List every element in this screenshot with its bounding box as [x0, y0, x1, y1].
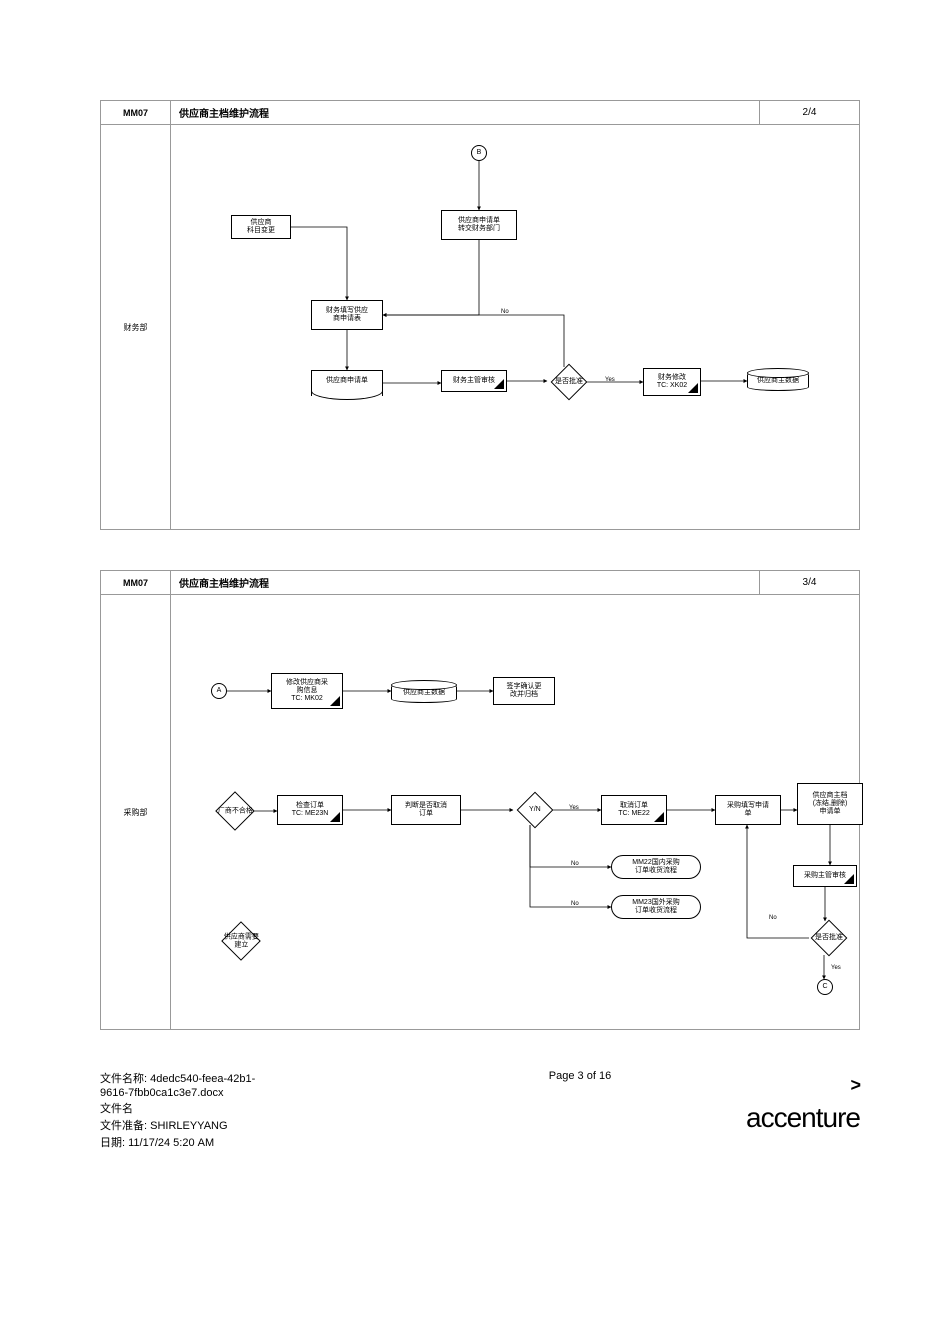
- node-n6: 是否批准: [551, 364, 588, 401]
- edge-label: No: [571, 901, 579, 907]
- chart1-title: 供应商主档维护流程: [171, 101, 759, 124]
- footer-line: 文件准备: SHIRLEYYANG: [100, 1117, 500, 1133]
- edge-label: No: [769, 915, 777, 921]
- footer-line: 文件名称: 4dedc540-feea-42b1-: [100, 1070, 500, 1086]
- node-n7: 财务修改 TC: XK02: [643, 368, 701, 396]
- node-m6: 取消订单 TC: ME22: [601, 795, 667, 825]
- logo-text: accenture: [746, 1102, 860, 1133]
- node-a: A: [211, 683, 227, 699]
- chart2-header: MM07 供应商主档维护流程 3/4: [101, 571, 859, 595]
- chart1-canvas: B 供应商 科目变更 供应商申请单 转交财务部门财务填写供应 商申请表供应商申请单 财…: [171, 125, 859, 529]
- node-q4: 供应商需要 建立: [221, 921, 261, 961]
- accenture-chevron-icon: >: [850, 1075, 860, 1095]
- chart2-page: 3/4: [759, 571, 859, 594]
- node-n2: 供应商申请单 转交财务部门: [441, 210, 517, 240]
- edge-label: Yes: [831, 965, 841, 971]
- node-s2: MM23国外采购 订单收货流程: [611, 895, 701, 919]
- footer-line: 文件名: [100, 1100, 500, 1116]
- node-b: B: [471, 145, 487, 161]
- node-n4: 供应商申请单: [311, 370, 383, 396]
- footer-meta: 文件名称: 4dedc540-feea-42b1-9616-7fbb0ca1c3…: [100, 1070, 500, 1151]
- node-c: C: [817, 979, 833, 995]
- chart2-code: MM07: [101, 571, 171, 594]
- edge-label: Yes: [605, 377, 615, 383]
- node-m8: 供应商主档 (冻结,删除) 申请单: [797, 783, 863, 825]
- node-n8: 供应商主数据: [747, 371, 809, 391]
- edge-label: Yes: [569, 805, 579, 811]
- edge-label: No: [501, 309, 509, 315]
- node-m1: 修改供应商采 购信息 TC: MK02: [271, 673, 343, 709]
- chart2-title: 供应商主档维护流程: [171, 571, 759, 594]
- node-m2: 供应商主数据: [391, 683, 457, 703]
- node-q2: Y/N: [517, 792, 554, 829]
- chart1-lane-label: 财务部: [101, 125, 171, 529]
- node-s1: MM22国内采购 订单收货流程: [611, 855, 701, 879]
- node-m4: 检查订单 TC: ME23N: [277, 795, 343, 825]
- chart1-page: 2/4: [759, 101, 859, 124]
- chart1-header: MM07 供应商主档维护流程 2/4: [101, 101, 859, 125]
- node-m5: 判断是否取消 订单: [391, 795, 461, 825]
- edge-label: No: [571, 861, 579, 867]
- chart2-canvas: A 修改供应商采 购信息 TC: MK02 供应商主数据 签字确认更 改并归档厂商不合…: [171, 595, 859, 1029]
- node-n1: 供应商 科目变更: [231, 215, 291, 239]
- node-m9: 采购主管审核: [793, 865, 857, 887]
- footer-page: Page 3 of 16: [500, 1070, 660, 1151]
- node-n3: 财务填写供应 商申请表: [311, 300, 383, 330]
- node-n5: 财务主管审核: [441, 370, 507, 392]
- footer-logo: > accenture: [660, 1070, 860, 1151]
- page-footer: 文件名称: 4dedc540-feea-42b1-9616-7fbb0ca1c3…: [100, 1070, 860, 1151]
- node-q3: 是否批准: [811, 920, 848, 957]
- node-m3: 签字确认更 改并归档: [493, 677, 555, 705]
- node-q1: 厂商不合格: [215, 791, 255, 831]
- flowchart-panel-1: MM07 供应商主档维护流程 2/4 财务部 B 供应商 科目变更 供应商申请单 转…: [100, 100, 860, 530]
- footer-line: 9616-7fbb0ca1c3e7.docx: [100, 1087, 500, 1099]
- flowchart-panel-2: MM07 供应商主档维护流程 3/4 采购部 A 修改供应商采 购信息 TC: M…: [100, 570, 860, 1030]
- chart1-code: MM07: [101, 101, 171, 124]
- chart2-lane-label: 采购部: [101, 595, 171, 1029]
- footer-line: 日期: 11/17/24 5:20 AM: [100, 1134, 500, 1150]
- node-m7: 采购填写申请 单: [715, 795, 781, 825]
